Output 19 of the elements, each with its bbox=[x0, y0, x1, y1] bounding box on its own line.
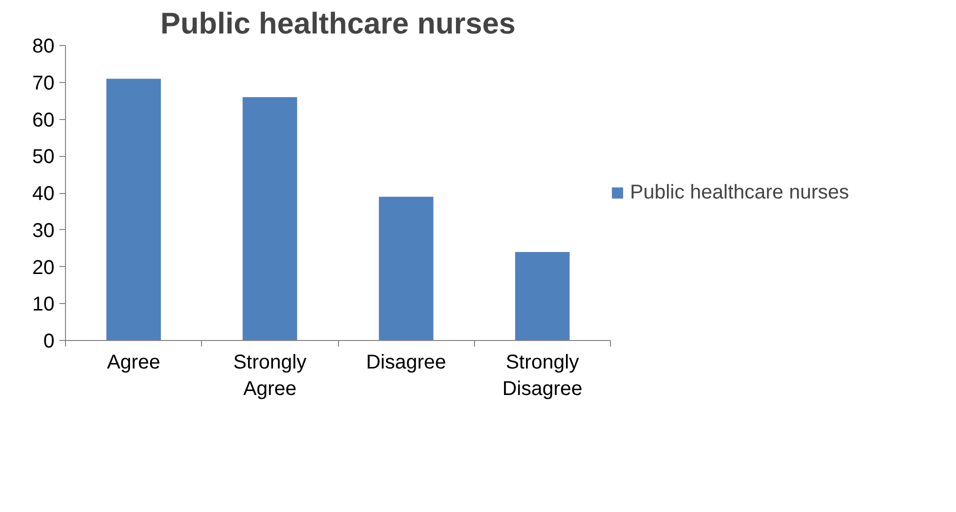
y-tick-label: 60 bbox=[32, 109, 55, 132]
bar bbox=[378, 196, 434, 340]
bar bbox=[106, 78, 161, 340]
y-tick-label: 10 bbox=[32, 294, 55, 316]
y-tick-label: 30 bbox=[32, 220, 55, 242]
y-tick-label: 80 bbox=[32, 36, 55, 58]
x-tick-label: Strongly Agree bbox=[233, 352, 307, 400]
y-tick-label: 50 bbox=[32, 146, 55, 168]
bar bbox=[515, 252, 570, 340]
legend-label: Public healthcare nurses bbox=[630, 181, 850, 204]
bar bbox=[242, 97, 298, 340]
y-tick-label: 70 bbox=[32, 72, 55, 94]
y-tick-label: 40 bbox=[32, 183, 55, 205]
chart-title: Public healthcare nurses bbox=[160, 8, 516, 40]
x-tick-label: Disagree bbox=[366, 352, 446, 374]
x-tick-label: Strongly Disagree bbox=[502, 352, 582, 400]
y-tick-label: 20 bbox=[32, 256, 55, 279]
x-tick-label: Agree bbox=[106, 352, 160, 374]
y-tick-label: 0 bbox=[43, 330, 54, 352]
